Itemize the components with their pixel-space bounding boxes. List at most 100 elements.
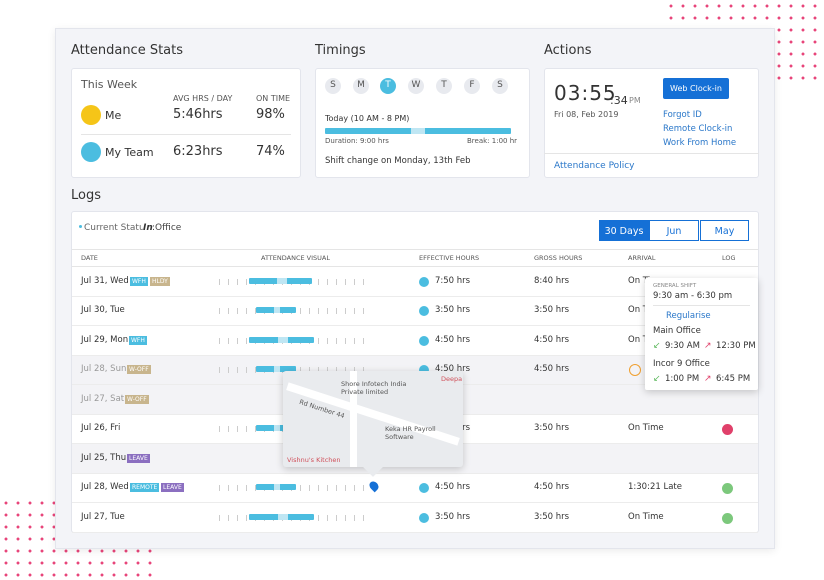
- clock: 03:55: [554, 81, 617, 105]
- timeline-break: [278, 513, 288, 520]
- log-icon: [722, 483, 733, 495]
- tag: W-OFF: [127, 365, 151, 375]
- stat-label: My Team: [105, 146, 154, 159]
- section-title: Logs: [71, 188, 101, 203]
- effective-hours: 7:50 hrs: [435, 275, 471, 286]
- status-label: Current Status: [84, 223, 150, 233]
- status-in: In: [143, 223, 153, 233]
- time-out: 6:45 PM: [716, 374, 751, 384]
- row-date: Jul 28, Wed: [81, 482, 129, 493]
- day-label: W: [411, 80, 421, 90]
- stat-label: Me: [105, 109, 122, 122]
- stat-avg: 5:46hrs: [173, 107, 223, 122]
- day-label: F: [469, 80, 475, 90]
- divider: [653, 305, 750, 306]
- tag: REMOTE: [130, 483, 160, 493]
- popup-shift: 9:30 am - 6:30 pm: [653, 291, 733, 301]
- timeline-break: [274, 307, 280, 314]
- row-date: Jul 26, Fri: [81, 423, 121, 434]
- column-header: ATTENDANCE VISUAL: [261, 254, 330, 262]
- header-row: [72, 249, 758, 267]
- policy-link[interactable]: Attendance Policy: [554, 161, 635, 171]
- effective-icon: [419, 276, 429, 287]
- map-label: Deepa: [441, 375, 463, 383]
- regularise-link[interactable]: Regularise: [666, 311, 711, 321]
- stats-card: [71, 68, 301, 178]
- in-arrow: ↙: [653, 374, 661, 384]
- tag: HLDY: [150, 276, 170, 286]
- day-circle: [492, 78, 508, 94]
- effective-hours: 4:50 hrs: [435, 334, 471, 345]
- arrival-icon: [629, 364, 641, 377]
- gross-hours: 3:50 hrs: [534, 511, 570, 522]
- day-circle: [464, 78, 480, 94]
- log-row: [72, 297, 758, 326]
- tab[interactable]: May: [700, 220, 749, 241]
- in-arrow: ↙: [653, 341, 661, 351]
- row-date: Jul 25, Thu: [81, 452, 127, 463]
- period-select[interactable]: This Week: [81, 78, 138, 91]
- log-row: [72, 267, 758, 297]
- action-link[interactable]: Remote Clock-in: [663, 124, 733, 134]
- shift-note: Shift change on Monday, 13th Feb: [325, 156, 471, 166]
- arrival: On Time: [628, 511, 664, 522]
- clock-seconds: :34: [610, 94, 628, 107]
- out-arrow: ↗: [704, 341, 712, 351]
- avatar: [81, 142, 101, 162]
- progress-break: [411, 128, 425, 134]
- arrival: 1:30:21 Late: [628, 482, 682, 493]
- gross-hours: 4:50 hrs: [534, 482, 570, 493]
- section-title: Actions: [544, 43, 592, 58]
- log-row: [72, 474, 758, 503]
- effective-hours: 4:50 hrs: [435, 364, 471, 375]
- log-row: [72, 503, 758, 533]
- gross-hours: 4:50 hrs: [534, 334, 570, 345]
- map-label: Vishnu's Kitchen: [287, 456, 341, 464]
- day-circle: [325, 78, 341, 94]
- action-link[interactable]: Work From Home: [663, 138, 737, 148]
- stat-ontime: 98%: [256, 107, 285, 122]
- tag: LEAVE: [127, 453, 150, 463]
- column-header: GROSS HOURS: [534, 254, 583, 262]
- day-label: S: [497, 80, 503, 90]
- effective-hours: 4:50 hrs: [435, 482, 471, 493]
- arrival: On Time: [628, 423, 664, 434]
- tab[interactable]: Jun: [649, 220, 699, 241]
- effective-icon: [419, 483, 429, 494]
- map-label: Shore Infotech India Private limited: [341, 380, 407, 396]
- stat-avg: 6:23hrs: [173, 144, 223, 159]
- break: Break: 1:00 hr: [467, 137, 518, 145]
- duration: Duration: 9:00 hrs: [325, 137, 389, 145]
- action-link[interactable]: Forgot ID: [663, 110, 702, 120]
- effective-icon: [419, 335, 429, 346]
- timeline-break: [274, 484, 280, 491]
- time-in: 9:30 AM: [665, 341, 700, 351]
- column-header: EFFECTIVE HOURS: [419, 254, 480, 262]
- row-date: Jul 30, Tue: [81, 305, 125, 316]
- timeline-break: [277, 277, 287, 284]
- log-icon: [722, 512, 733, 524]
- day-circle: [436, 78, 452, 94]
- office: Incor 9 Office: [653, 359, 710, 369]
- effective-hours: 3:50 hrs: [435, 305, 471, 316]
- day-label: M: [357, 80, 365, 90]
- shift-popup: [645, 278, 758, 390]
- row-date: Jul 28, Sun: [81, 364, 127, 375]
- section-title: Attendance Stats: [71, 43, 184, 58]
- clock-ampm: PM: [629, 96, 641, 105]
- clock-in-button[interactable]: Web Clock-in: [663, 78, 729, 99]
- log-icon: [722, 424, 733, 436]
- status-dot: [79, 225, 82, 228]
- tab[interactable]: 30 Days: [599, 220, 649, 241]
- day-circle: [408, 78, 424, 94]
- row-date: Jul 29, Mon: [81, 334, 129, 345]
- time-out: 12:30 PM: [716, 341, 756, 351]
- map-label: Keka HR Payroll Software: [385, 425, 436, 441]
- stat-ontime: 74%: [256, 144, 285, 159]
- column-header: DATE: [81, 254, 98, 262]
- time-in: 1:00 PM: [665, 374, 700, 384]
- effective-hours: 3:50 hrs: [435, 511, 471, 522]
- timeline-break: [278, 336, 288, 343]
- section-title: Timings: [315, 43, 366, 58]
